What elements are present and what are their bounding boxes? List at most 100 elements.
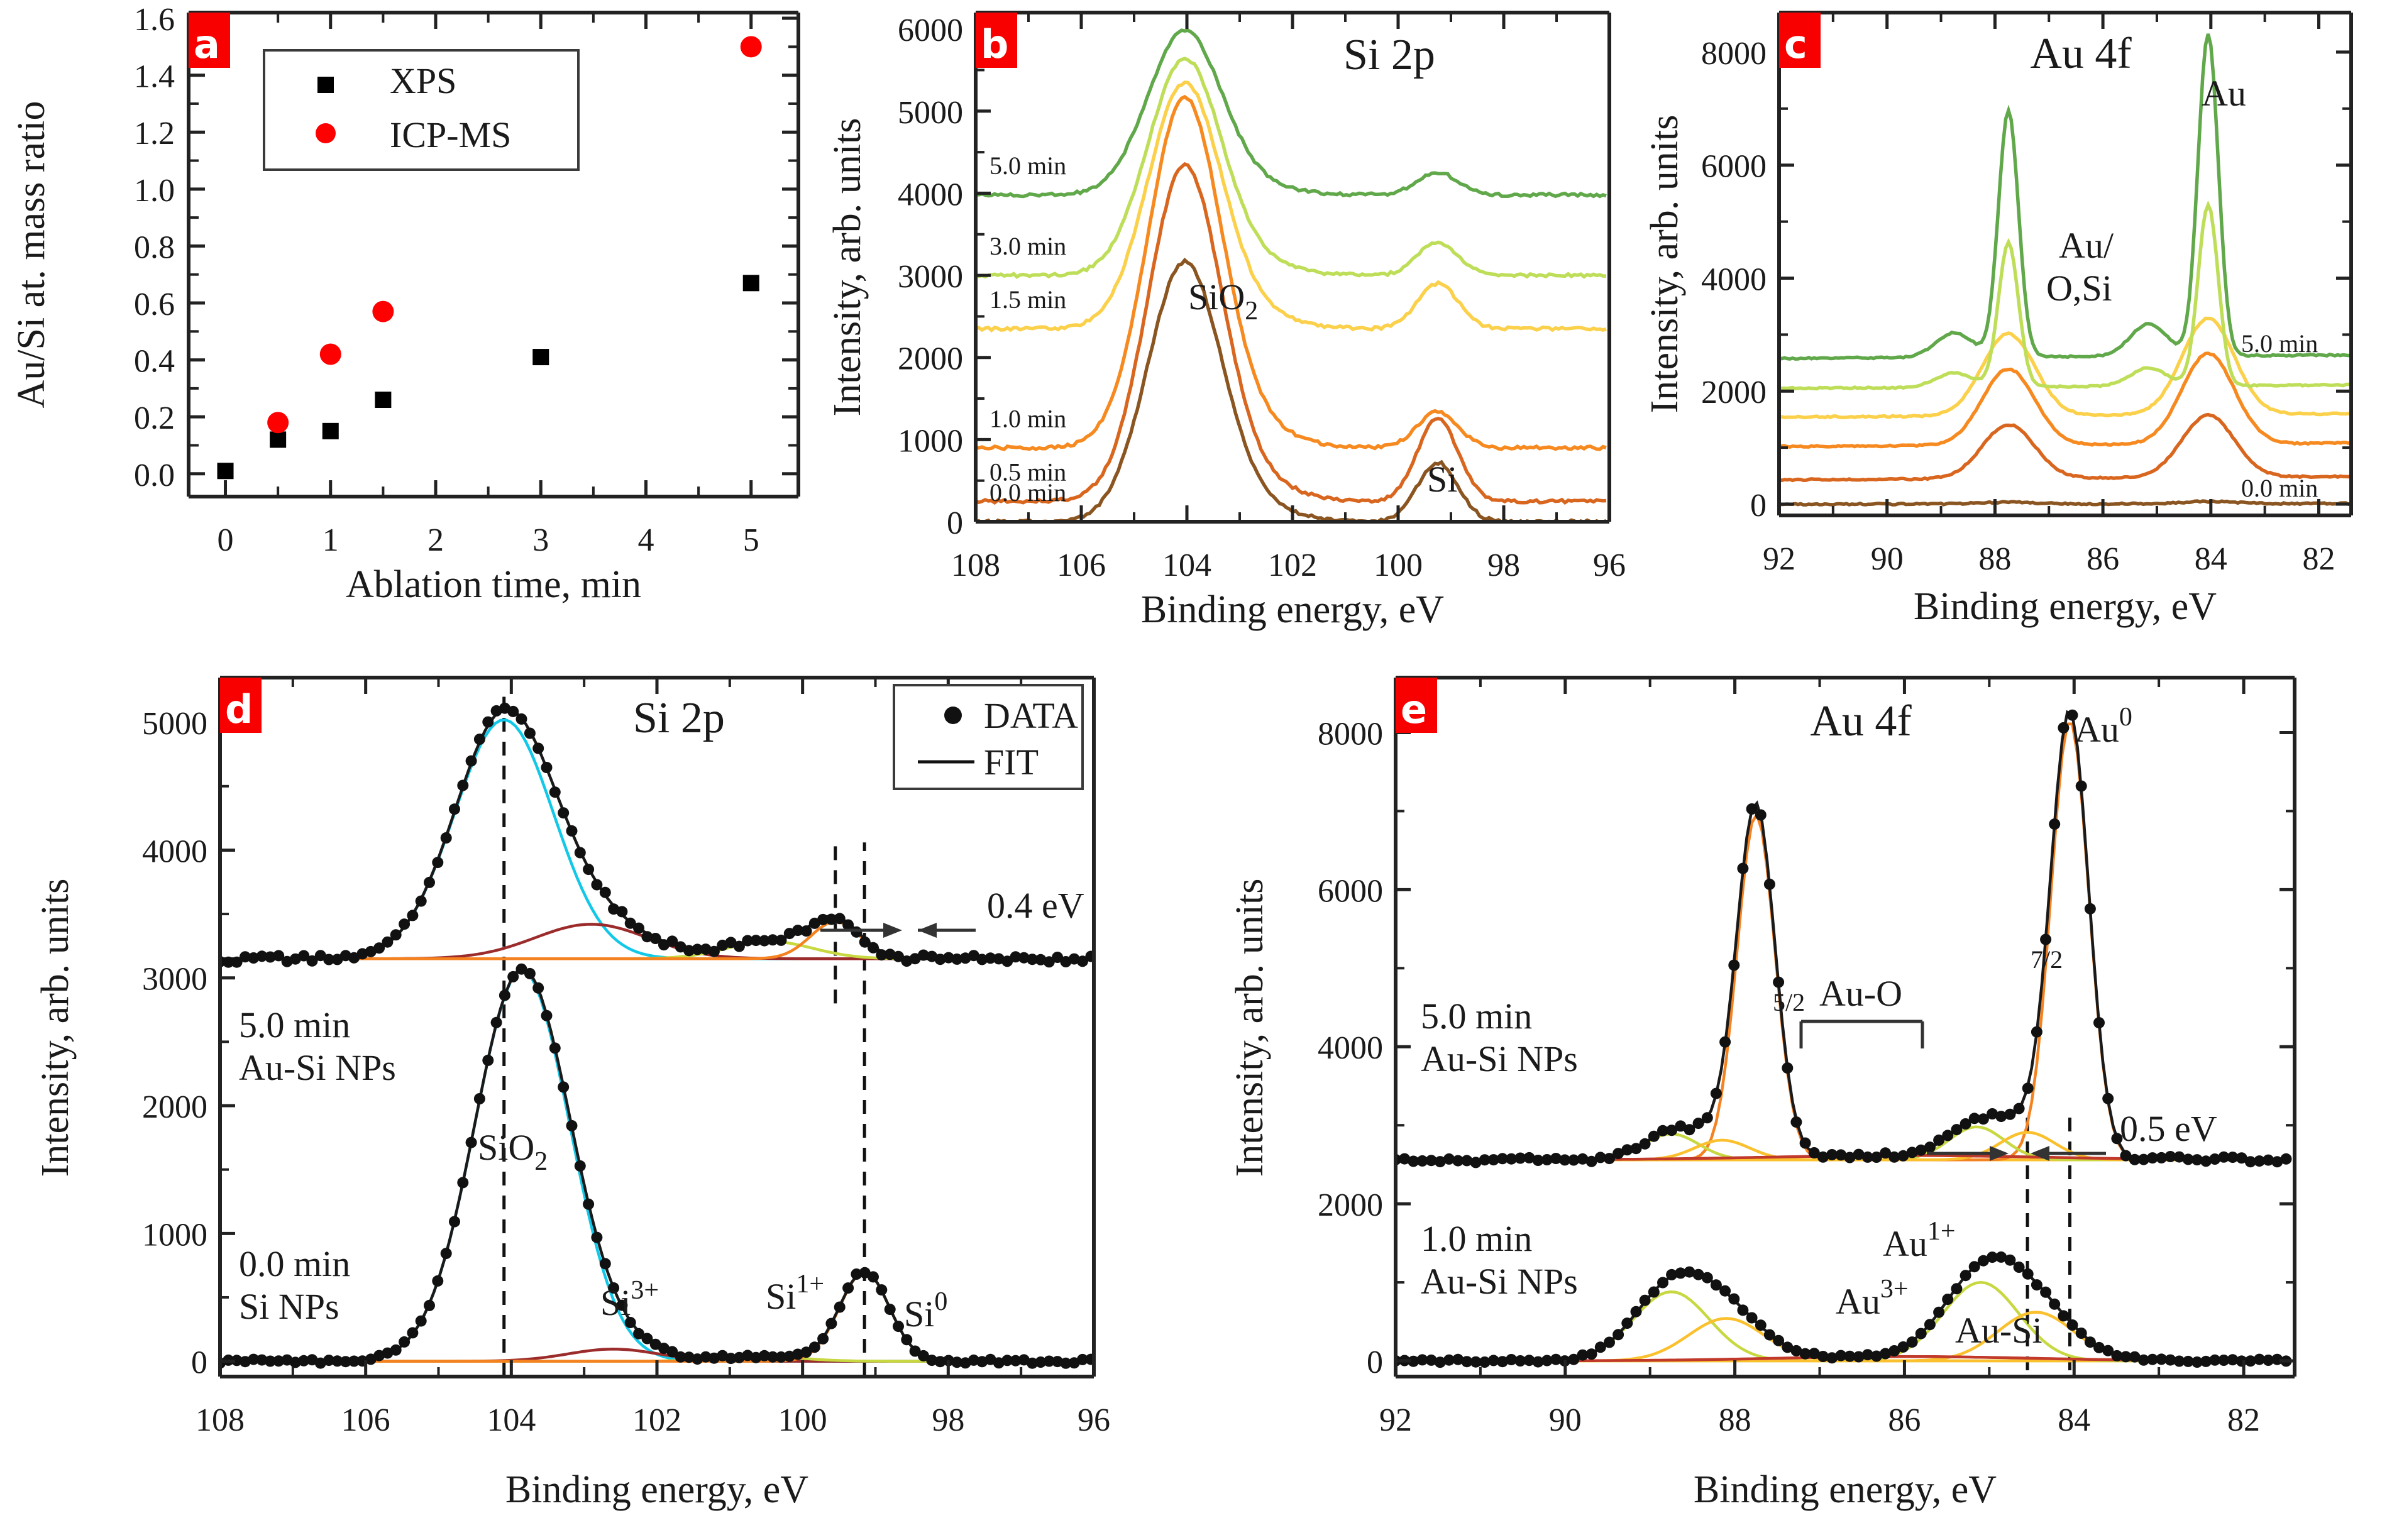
data-point: [2049, 1298, 2061, 1310]
data-point: [1933, 1306, 1945, 1318]
legend-label-data: DATA: [984, 695, 1078, 736]
data-point: [532, 982, 544, 994]
data-point: [1487, 1355, 1499, 1367]
svg-text:2000: 2000: [142, 1089, 207, 1125]
svg-text:82: 82: [2227, 1402, 2260, 1438]
curve-label-b: 0.5 min: [990, 458, 1066, 486]
spectrum-curve: [1779, 351, 2351, 449]
svg-text:2000: 2000: [898, 341, 963, 377]
panel-c-xlabel: Binding energy, eV: [1914, 585, 2217, 628]
data-point: [2049, 818, 2061, 830]
data-point: [2244, 1355, 2256, 1367]
data-point: [675, 1351, 686, 1363]
data-point: [348, 1355, 360, 1367]
data-point: [1550, 1153, 1562, 1164]
data-point: [566, 825, 578, 837]
data-point: [641, 1333, 653, 1345]
curve-label-b: 3.0 min: [990, 232, 1066, 260]
data-point: [2075, 1328, 2087, 1339]
data-point: [2075, 780, 2087, 792]
svg-text:86: 86: [2087, 541, 2119, 577]
panel-a-xlabel: Ablation time, min: [346, 563, 641, 606]
curve-label-c-top: 5.0 min: [2241, 329, 2318, 358]
data-point: [399, 1336, 411, 1348]
panel-e-bottom-label-l2: Au-Si NPs: [1421, 1261, 1578, 1302]
data-point: [1701, 1272, 1713, 1284]
data-point: [1461, 1155, 1473, 1167]
data-point: [449, 803, 460, 815]
data-point: [2147, 1353, 2158, 1365]
panel-tag-a: a: [194, 21, 220, 67]
data-point: [1942, 1294, 1954, 1306]
data-point: [591, 879, 603, 891]
data-point: [2244, 1156, 2256, 1168]
data-point: [1826, 1352, 1838, 1364]
data-point: [1434, 1156, 1446, 1168]
data-point: [666, 1346, 678, 1358]
panel-b: 0 1000 2000 3000 4000 5000 6000 108 106 104 102 100…: [826, 0, 1653, 647]
data-point: [2013, 1103, 2025, 1114]
data-point: [859, 936, 871, 948]
data-point: [524, 727, 536, 739]
component-label-au0-e: Au0: [2075, 703, 2132, 750]
data-point: [1915, 1144, 1927, 1156]
spectrum-curve: [976, 257, 1607, 522]
component-label-si3-d: Si3+: [600, 1276, 659, 1323]
svg-text:102: 102: [1268, 547, 1317, 583]
data-point: [1550, 1353, 1562, 1365]
data-point: [1514, 1355, 1526, 1367]
data-point: [851, 926, 863, 938]
data-point: [1960, 1270, 1971, 1282]
data-point: [440, 1248, 452, 1260]
data-point: [482, 716, 494, 728]
panel-tag-e-bg: [1396, 678, 1437, 733]
data-point: [884, 1304, 896, 1316]
panel-b-ylabel: Intensity, arb. units: [826, 118, 869, 417]
data-point: [1035, 1356, 1047, 1368]
data-point: [1532, 1356, 1544, 1368]
data-point: [1416, 1155, 1428, 1167]
data-point: [507, 705, 519, 717]
shift-annotation-e: 0.5 eV: [1927, 1108, 2217, 1161]
data-point: [742, 935, 754, 947]
svg-text:108: 108: [196, 1402, 245, 1438]
data-point: [649, 933, 661, 944]
data-point: [2209, 1354, 2221, 1366]
svg-text:5000: 5000: [142, 706, 207, 742]
panel-tag-e: e: [1401, 686, 1427, 732]
data-point: [2182, 1355, 2194, 1367]
data-point: [675, 941, 686, 953]
data-point: [1924, 1141, 1936, 1153]
data-point: [1826, 1149, 1838, 1160]
data-point: [1861, 1151, 1873, 1163]
data-point: [2120, 1351, 2132, 1363]
spectrum-curve: [1779, 200, 2351, 391]
data-point: [1888, 1345, 1900, 1356]
svg-text:108: 108: [951, 547, 1000, 583]
data-point: [2031, 1026, 2042, 1038]
data-point: [1790, 1116, 1802, 1128]
data-point: [1541, 1355, 1553, 1367]
data-point: [515, 713, 527, 725]
data-point: [390, 1344, 402, 1356]
data-point: [1773, 976, 1785, 988]
svg-text:6000: 6000: [1701, 149, 1767, 185]
svg-text:1000: 1000: [142, 1217, 207, 1253]
data-point: [457, 779, 469, 791]
data-point: [1995, 1111, 2007, 1123]
data-point: [1746, 1312, 1758, 1324]
spectrum-curve: [976, 28, 1607, 199]
spectrum-curve: [976, 80, 1607, 333]
data-point: [407, 1327, 419, 1339]
svg-text:5: 5: [743, 522, 759, 558]
curve-label-b: 5.0 min: [990, 151, 1066, 180]
svg-text:0: 0: [1750, 488, 1767, 524]
data-point: [1010, 951, 1022, 963]
data-point: [608, 1282, 620, 1294]
data-point: [725, 1353, 737, 1365]
data-point: [1052, 952, 1064, 963]
data-point: [2164, 1151, 2176, 1162]
data-point: [490, 1016, 502, 1028]
data-point: [323, 1355, 335, 1367]
data-point: [1568, 1353, 1580, 1365]
